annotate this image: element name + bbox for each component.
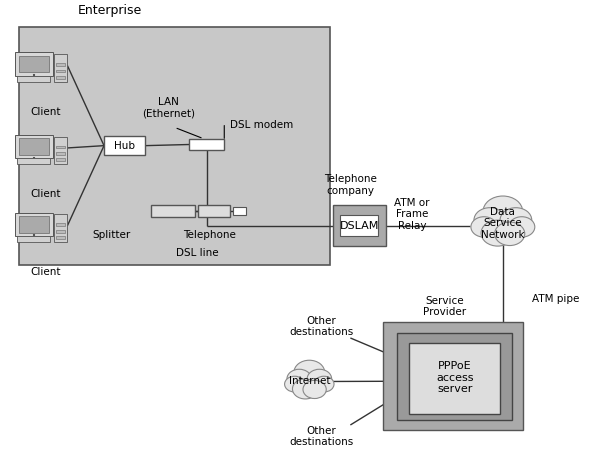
Text: ATM or
Frame
Relay: ATM or Frame Relay — [394, 198, 430, 231]
Circle shape — [483, 196, 522, 227]
Text: Telephone
company: Telephone company — [324, 175, 377, 196]
FancyBboxPatch shape — [17, 76, 50, 81]
Text: Enterprise: Enterprise — [78, 5, 142, 18]
Text: PPPoE
access
server: PPPoE access server — [436, 361, 473, 394]
FancyBboxPatch shape — [104, 137, 145, 155]
Circle shape — [303, 381, 326, 399]
FancyBboxPatch shape — [55, 137, 68, 164]
FancyBboxPatch shape — [333, 205, 385, 246]
Circle shape — [307, 369, 331, 388]
Text: Other
destinations: Other destinations — [289, 316, 353, 338]
Text: Client: Client — [30, 189, 60, 199]
FancyBboxPatch shape — [17, 236, 50, 242]
FancyBboxPatch shape — [15, 52, 53, 76]
Text: LAN
(Ethernet): LAN (Ethernet) — [142, 97, 195, 118]
Circle shape — [481, 220, 514, 246]
FancyBboxPatch shape — [56, 152, 65, 155]
Text: Telephone: Telephone — [183, 231, 236, 240]
Text: Service
Provider: Service Provider — [423, 296, 466, 317]
FancyBboxPatch shape — [19, 216, 49, 232]
FancyBboxPatch shape — [55, 214, 68, 242]
FancyBboxPatch shape — [56, 236, 65, 239]
Text: Other
destinations: Other destinations — [289, 425, 353, 447]
FancyBboxPatch shape — [189, 139, 224, 150]
FancyBboxPatch shape — [19, 26, 330, 265]
Circle shape — [285, 376, 305, 392]
Text: ATM pipe: ATM pipe — [532, 294, 579, 304]
Circle shape — [509, 217, 535, 237]
Text: Internet: Internet — [289, 376, 330, 387]
FancyBboxPatch shape — [17, 158, 50, 164]
Circle shape — [287, 369, 311, 388]
FancyBboxPatch shape — [151, 205, 195, 217]
FancyBboxPatch shape — [56, 224, 65, 226]
Text: Client: Client — [30, 107, 60, 117]
FancyBboxPatch shape — [56, 76, 65, 79]
FancyBboxPatch shape — [15, 213, 53, 236]
Text: Splitter: Splitter — [92, 231, 130, 240]
FancyBboxPatch shape — [56, 146, 65, 149]
FancyBboxPatch shape — [56, 230, 65, 232]
Circle shape — [474, 208, 506, 232]
Circle shape — [495, 222, 525, 245]
FancyBboxPatch shape — [198, 205, 230, 217]
Text: Data
Service
Network: Data Service Network — [481, 207, 525, 240]
FancyBboxPatch shape — [15, 135, 53, 158]
FancyBboxPatch shape — [382, 322, 524, 430]
Circle shape — [292, 379, 318, 399]
Circle shape — [500, 208, 532, 232]
FancyBboxPatch shape — [409, 343, 500, 413]
Text: DSL line: DSL line — [176, 248, 218, 258]
Text: Client: Client — [30, 267, 60, 277]
FancyBboxPatch shape — [56, 158, 65, 161]
FancyBboxPatch shape — [340, 215, 378, 236]
Text: DSLAM: DSLAM — [339, 221, 379, 231]
Circle shape — [294, 360, 324, 384]
FancyBboxPatch shape — [56, 69, 65, 72]
FancyBboxPatch shape — [56, 63, 65, 66]
FancyBboxPatch shape — [55, 54, 68, 81]
Circle shape — [471, 217, 497, 237]
FancyBboxPatch shape — [19, 56, 49, 72]
FancyBboxPatch shape — [19, 138, 49, 155]
Text: DSL modem: DSL modem — [230, 120, 294, 130]
FancyBboxPatch shape — [233, 206, 246, 215]
Text: Hub: Hub — [114, 141, 135, 150]
Circle shape — [314, 376, 334, 392]
FancyBboxPatch shape — [397, 333, 512, 420]
